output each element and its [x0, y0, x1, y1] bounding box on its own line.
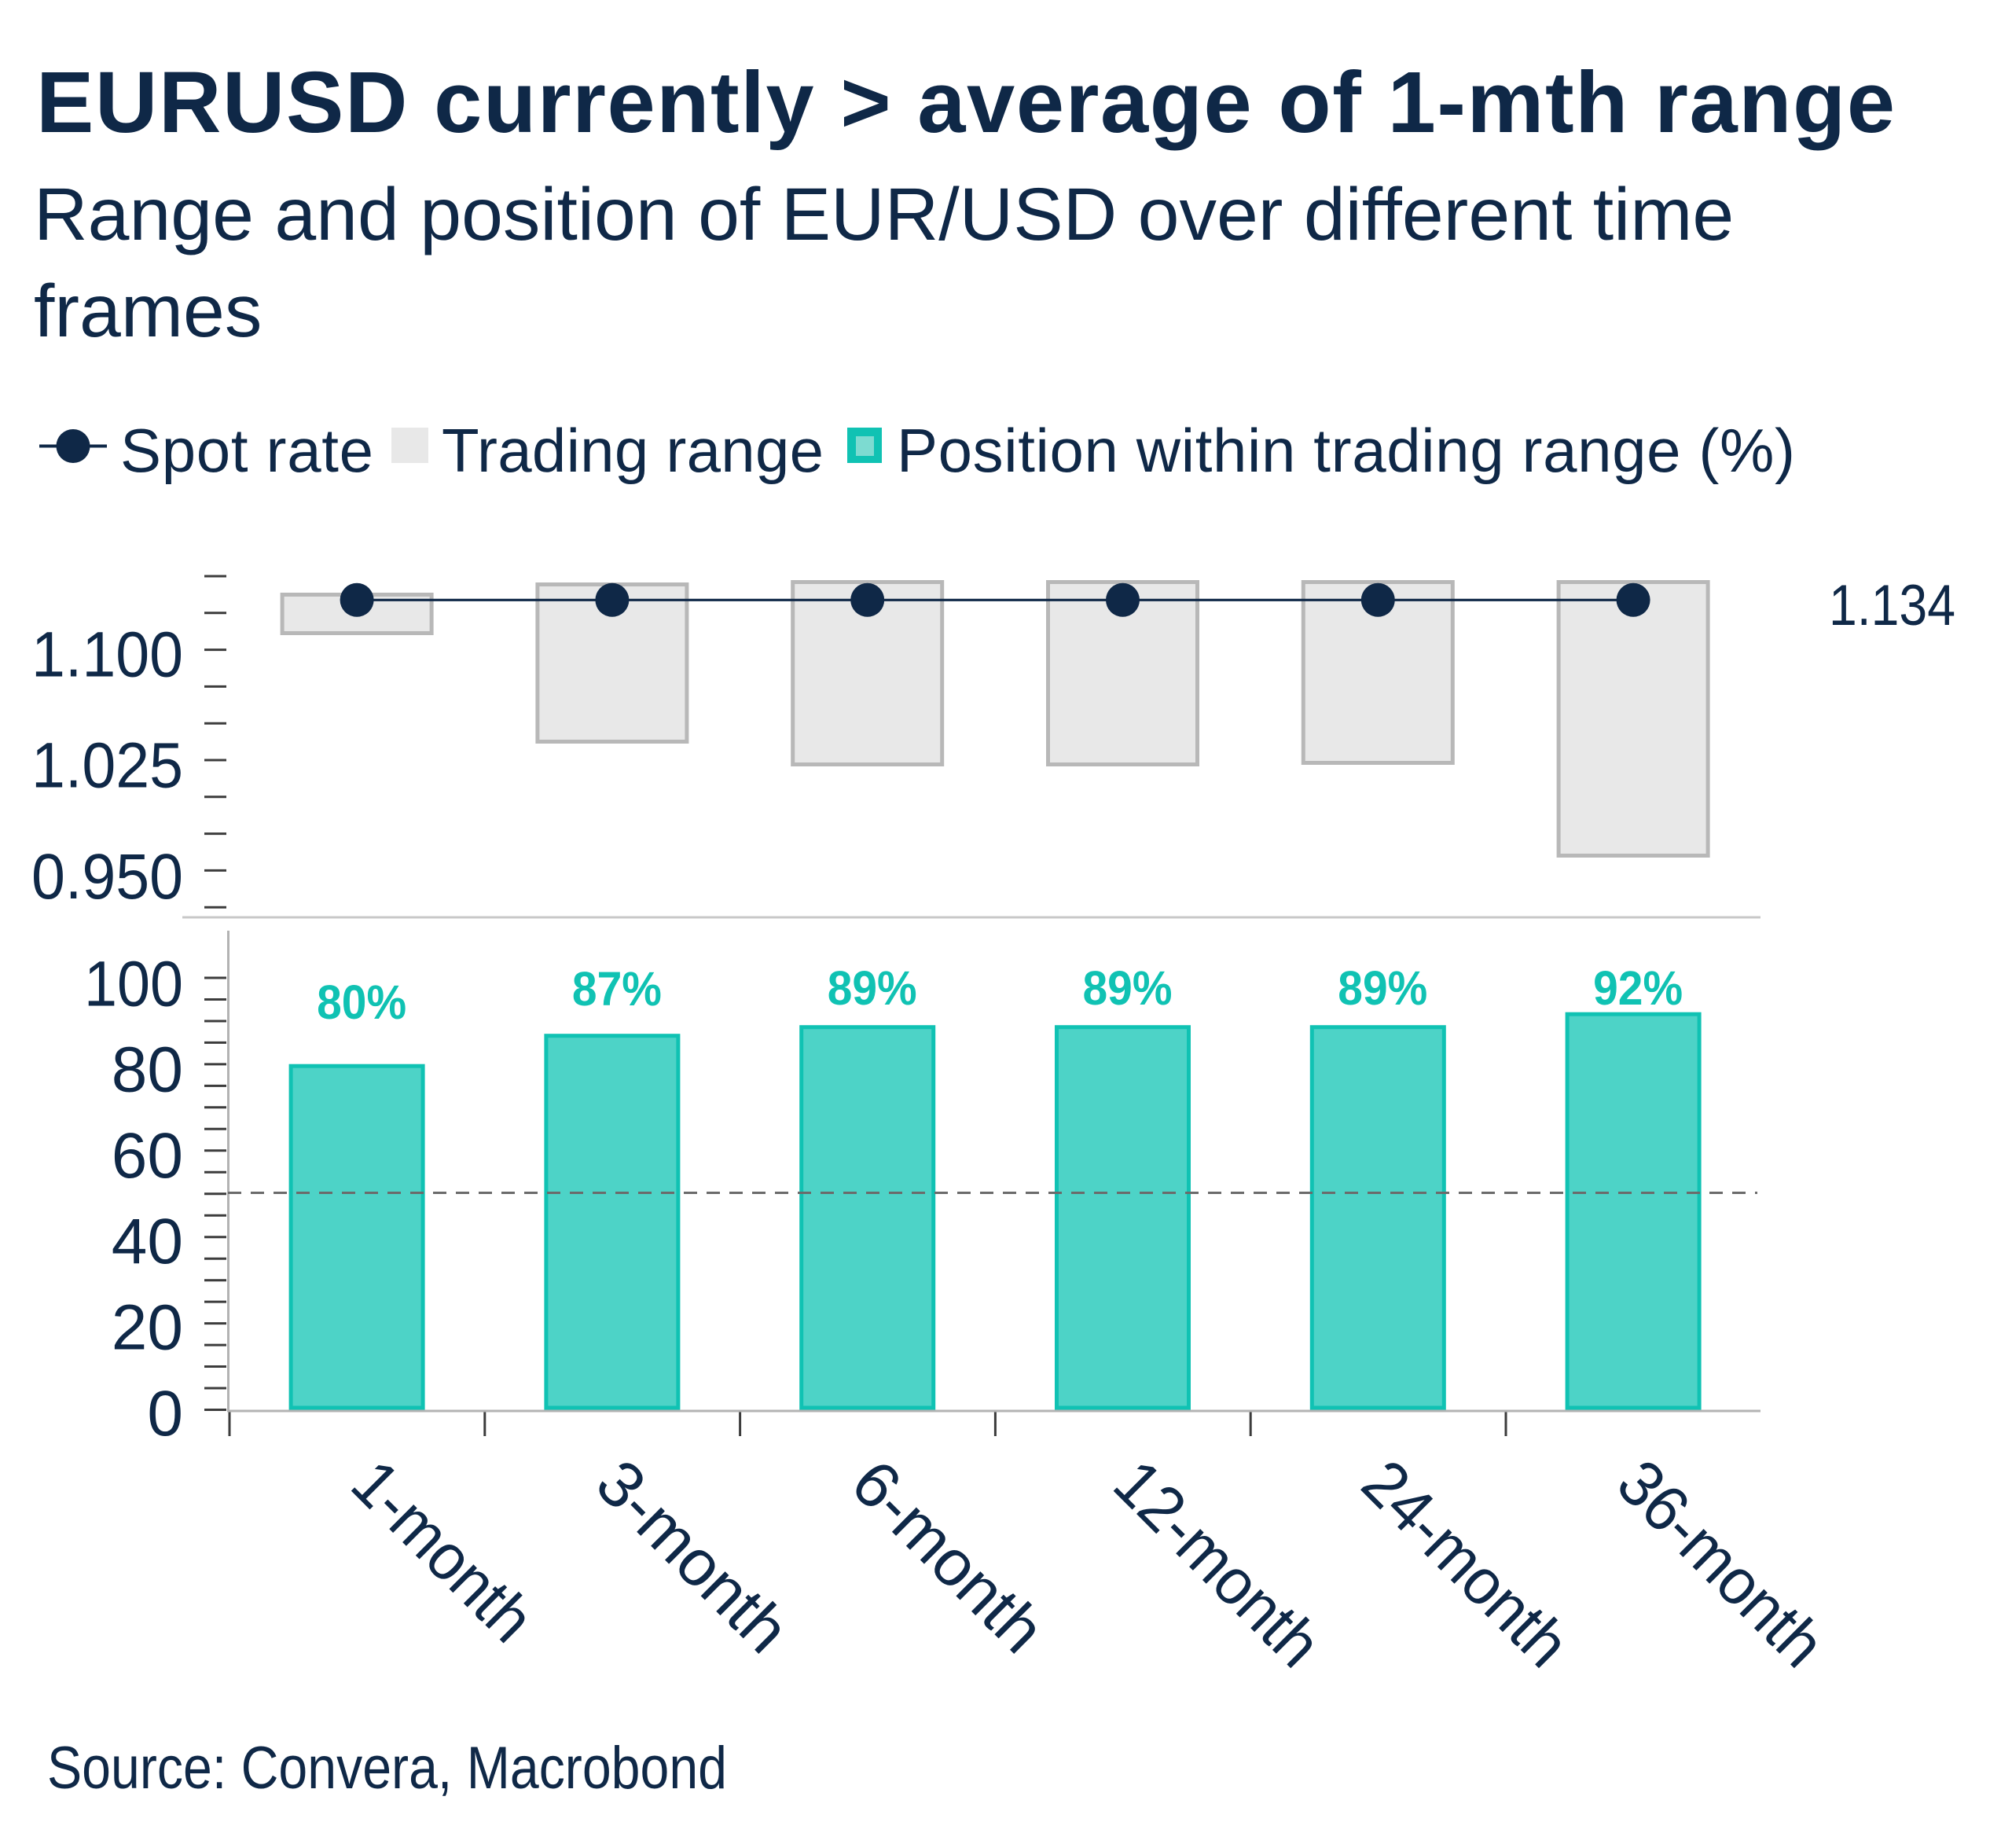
svg-text:87%: 87%	[572, 962, 662, 1016]
svg-text:80: 80	[112, 1034, 183, 1106]
svg-text:frames: frames	[34, 270, 262, 353]
svg-text:1.100: 1.100	[31, 619, 183, 690]
svg-text:80%: 80%	[317, 975, 406, 1029]
svg-text:89%: 89%	[1083, 961, 1173, 1015]
svg-text:Position within trading range: Position within trading range (%)	[897, 416, 1795, 485]
svg-text:60: 60	[112, 1120, 183, 1192]
svg-text:89%: 89%	[1338, 961, 1427, 1015]
svg-text:0: 0	[147, 1378, 183, 1449]
svg-text:89%: 89%	[828, 961, 917, 1015]
svg-text:20: 20	[112, 1292, 183, 1364]
svg-text:Range and position of EUR/USD: Range and position of EUR/USD over diffe…	[34, 173, 1734, 256]
svg-text:Source: Convera, Macrobond: Source: Convera, Macrobond	[47, 1735, 727, 1802]
svg-text:0.950: 0.950	[31, 841, 183, 913]
svg-text:100: 100	[84, 948, 183, 1020]
svg-text:1.025: 1.025	[31, 730, 183, 802]
svg-text:Trading range: Trading range	[442, 416, 824, 485]
svg-text:40: 40	[112, 1206, 183, 1277]
svg-text:Spot rate: Spot rate	[120, 416, 373, 485]
svg-text:1.134: 1.134	[1829, 574, 1955, 637]
svg-text:92%: 92%	[1593, 961, 1683, 1015]
